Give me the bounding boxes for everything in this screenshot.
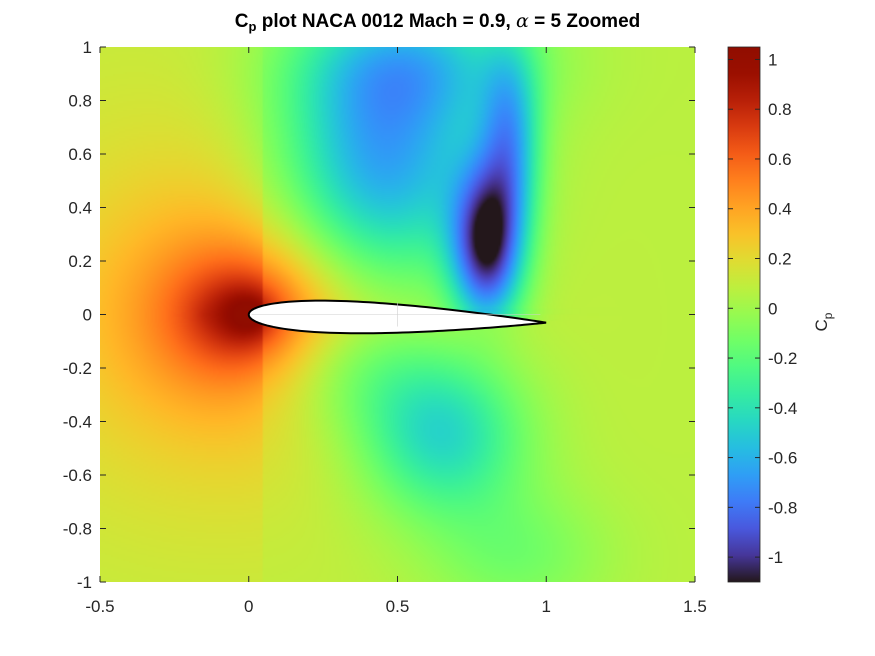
- colorbar-gradient: [727, 46, 761, 583]
- axes: -0.5 0 0.5 1 1.5 1 0.8 0.6 0.4 0.2 0 -0.2 -0.4 -0.6 -0…: [63, 38, 707, 616]
- y-tick-label: -0.6: [63, 466, 92, 485]
- x-tick-label: 0.5: [386, 597, 410, 616]
- colorbar-tick-label: -0.4: [768, 399, 797, 418]
- y-tick-label: 0.8: [68, 92, 92, 111]
- y-tick-label: 0.6: [68, 145, 92, 164]
- colorbar-tick-label: -0.6: [768, 449, 797, 468]
- y-tick-label: 0.4: [68, 199, 92, 218]
- colorbar-tick-label: 0: [768, 299, 777, 318]
- colorbar-tick-label: 0.4: [768, 200, 792, 219]
- title-cp-sub: p: [248, 19, 257, 34]
- colorbar-tick-label: 0.6: [768, 150, 792, 169]
- y-tick-label: 0.2: [68, 252, 92, 271]
- y-tick-label: -1: [77, 573, 92, 592]
- x-tick-label: 1.5: [683, 597, 707, 616]
- y-tick-label: 0: [83, 306, 92, 325]
- y-tick-label: -0.2: [63, 359, 92, 378]
- colorbar-tick-label: -1: [768, 548, 783, 567]
- chart-title: Cp plot NACA 0012 Mach = 0.9, α = 5 Zoom…: [0, 10, 875, 34]
- colorbar-tick-label: -0.2: [768, 349, 797, 368]
- x-tick-label: 1: [542, 597, 551, 616]
- x-tick-label: 0: [244, 597, 253, 616]
- x-tick-label: -0.5: [85, 597, 114, 616]
- y-tick-label: -0.4: [63, 413, 92, 432]
- colorbar-label: Cp: [812, 312, 835, 331]
- colorbar: 1 0.8 0.6 0.4 0.2 0 -0.2 -0.4 -0.6 -0.8 -1 Cp: [727, 46, 835, 583]
- title-alpha-value: = 5 Zoomed: [528, 11, 641, 32]
- title-text: plot NACA 0012 Mach = 0.9,: [256, 11, 517, 32]
- airfoil-layer: [247, 299, 547, 335]
- colorbar-tick-label: 0.8: [768, 100, 792, 119]
- colorbar-tick-label: 1: [768, 50, 777, 69]
- title-alpha: α: [516, 10, 529, 32]
- colorbar-tick-label: -0.8: [768, 498, 797, 517]
- y-tick-label: -0.8: [63, 520, 92, 539]
- y-tick-label: 1: [83, 38, 92, 57]
- colorbar-tick-label: 0.2: [768, 250, 792, 269]
- title-cp-c: C: [234, 11, 249, 32]
